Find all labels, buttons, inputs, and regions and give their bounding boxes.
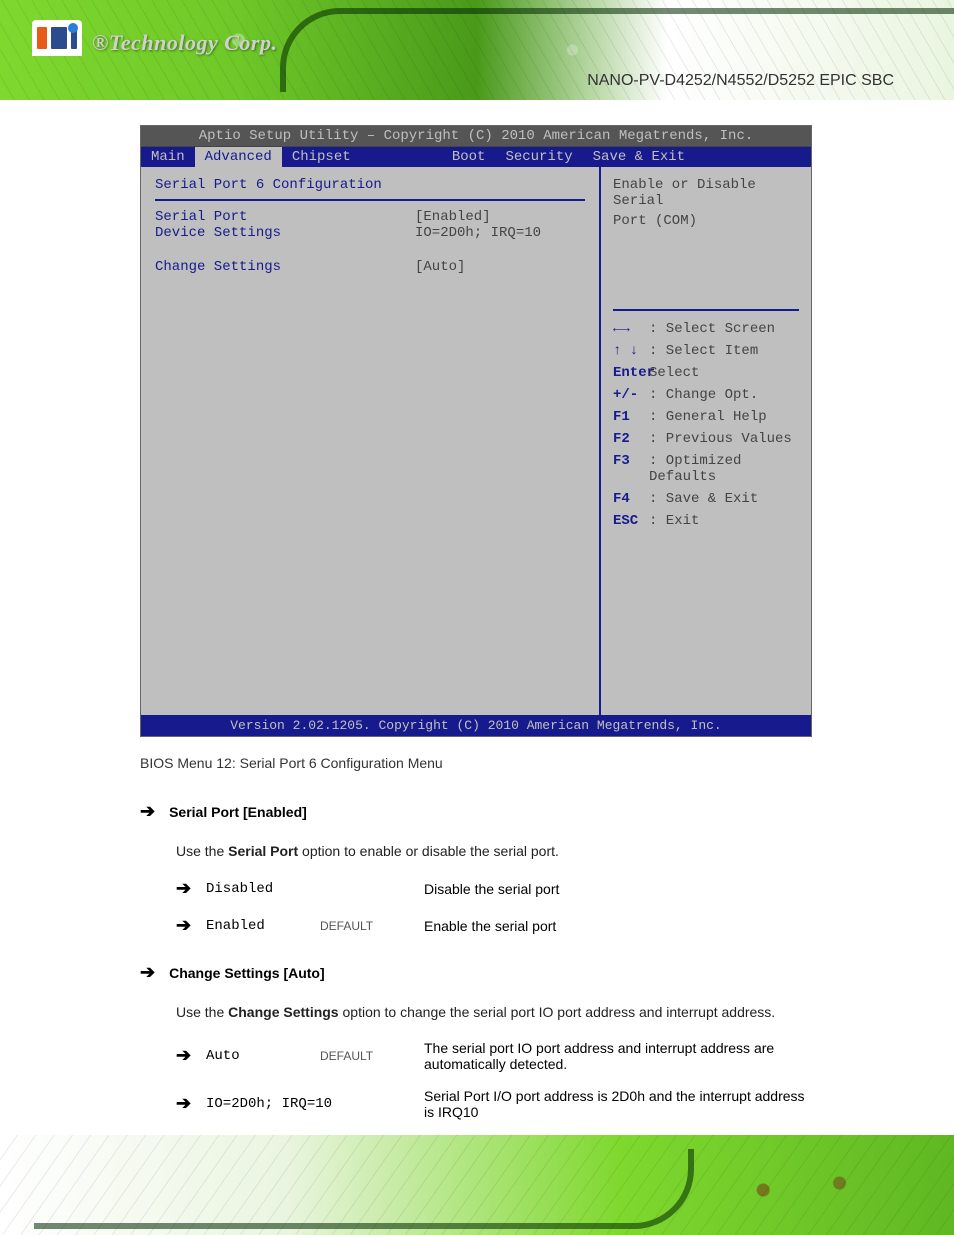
bios-titlebar: Aptio Setup Utility – Copyright (C) 2010… bbox=[141, 126, 811, 147]
opt-val: Disabled bbox=[206, 881, 306, 897]
row-key: Change Settings bbox=[155, 259, 415, 275]
bios-footer: Version 2.02.1205. Copyright (C) 2010 Am… bbox=[141, 715, 811, 736]
tab-boot[interactable]: Boot bbox=[442, 147, 496, 167]
hint-key: F4 bbox=[613, 491, 639, 507]
nav-hint: +/- : Change Opt. bbox=[613, 387, 799, 403]
nav-hint: F3 : Optimized Defaults bbox=[613, 453, 799, 485]
help-line: Enable or Disable Serial bbox=[613, 177, 799, 209]
arrow-icon: ➔ bbox=[176, 1093, 192, 1114]
hint-key: +/- bbox=[613, 387, 639, 403]
option-title: Serial Port [Enabled] bbox=[169, 804, 307, 820]
section-title: Serial Port 6 Configuration bbox=[155, 177, 585, 193]
arrow-icon: ➔ bbox=[176, 915, 192, 936]
row-change-settings[interactable]: Change Settings [Auto] bbox=[155, 259, 585, 275]
opt-def: DEFAULT bbox=[320, 1049, 410, 1063]
nav-hint: Enter Select bbox=[613, 365, 799, 381]
hint-text: : Exit bbox=[649, 513, 799, 529]
option-row: ➔ Disabled Disable the serial port bbox=[176, 878, 812, 899]
desc-prefix: Use the bbox=[176, 1004, 228, 1020]
tab-chipset[interactable]: Chipset bbox=[282, 147, 442, 167]
bios-body: Serial Port 6 Configuration Serial Port … bbox=[141, 167, 811, 715]
nav-hint: F2 : Previous Values bbox=[613, 431, 799, 447]
hint-key: F3 bbox=[613, 453, 639, 485]
option-row: ➔ Enabled DEFAULT Enable the serial port bbox=[176, 915, 812, 936]
hint-key: F2 bbox=[613, 431, 639, 447]
hint-key: F1 bbox=[613, 409, 639, 425]
logo-block: ®Technology Corp. bbox=[32, 20, 277, 56]
nav-hint: ESC : Exit bbox=[613, 513, 799, 529]
hint-text: : Previous Values bbox=[649, 431, 799, 447]
tab-save-exit[interactable]: Save & Exit bbox=[583, 147, 695, 167]
figure-caption: BIOS Menu 12: Serial Port 6 Configuratio… bbox=[140, 755, 812, 771]
help-line: Port (COM) bbox=[613, 213, 799, 229]
row-val: IO=2D0h; IRQ=10 bbox=[415, 225, 541, 241]
hint-text: : Save & Exit bbox=[649, 491, 799, 507]
bios-window: Aptio Setup Utility – Copyright (C) 2010… bbox=[140, 125, 812, 737]
desc-prefix: Use the bbox=[176, 843, 228, 859]
row-blank bbox=[155, 241, 585, 259]
bios-tabs: Main Advanced Chipset Boot Security Save… bbox=[141, 147, 811, 167]
hint-key: Enter bbox=[613, 365, 639, 381]
opt-desc: Enable the serial port bbox=[424, 918, 812, 934]
nav-hint: F4 : Save & Exit bbox=[613, 491, 799, 507]
logo-mark bbox=[32, 20, 82, 56]
nav-hint: ↑ ↓ : Select Item bbox=[613, 343, 799, 359]
opt-val: Enabled bbox=[206, 918, 306, 934]
hint-text: : Optimized Defaults bbox=[649, 453, 799, 485]
bios-right-pane: Enable or Disable Serial Port (COM) ←→ : … bbox=[601, 167, 811, 715]
tab-security[interactable]: Security bbox=[495, 147, 582, 167]
row-val: [Auto] bbox=[415, 259, 465, 275]
arrow-icon: ➔ bbox=[176, 1045, 192, 1066]
option-serialport-head: ➔ Serial Port [Enabled] bbox=[140, 801, 812, 822]
bios-left-pane: Serial Port 6 Configuration Serial Port … bbox=[141, 167, 601, 715]
desc-suffix: option to enable or disable the serial p… bbox=[298, 843, 559, 859]
nav-hints: ←→ : Select Screen ↑ ↓ : Select Item Enter Se… bbox=[613, 321, 799, 529]
option-desc: Use the Serial Port option to enable or … bbox=[176, 840, 812, 862]
option-values: ➔ Auto DEFAULT The serial port IO port a… bbox=[176, 1040, 812, 1120]
hint-text: : Select Screen bbox=[649, 321, 799, 337]
desc-suffix: option to change the serial port IO port… bbox=[339, 1004, 776, 1020]
hint-key: ESC bbox=[613, 513, 639, 529]
footer-banner bbox=[0, 1135, 954, 1235]
desc-bold: Change Settings bbox=[228, 1004, 338, 1020]
opt-desc: Serial Port I/O port address is 2D0h and… bbox=[424, 1088, 812, 1120]
product-label: NANO-PV-D4252/N4552/D5252 EPIC SBC bbox=[587, 72, 894, 90]
row-key: Serial Port bbox=[155, 209, 415, 225]
logo-text: ®Technology Corp. bbox=[92, 30, 277, 56]
option-row: ➔ Auto DEFAULT The serial port IO port a… bbox=[176, 1040, 812, 1072]
opt-desc: The serial port IO port address and inte… bbox=[424, 1040, 812, 1072]
row-key: Device Settings bbox=[155, 225, 415, 241]
arrow-icon: ➔ bbox=[140, 962, 155, 983]
tab-advanced[interactable]: Advanced bbox=[195, 147, 282, 167]
help-divider bbox=[613, 309, 799, 311]
tab-main[interactable]: Main bbox=[141, 147, 195, 167]
arrow-icon: ➔ bbox=[140, 801, 155, 822]
row-val: [Enabled] bbox=[415, 209, 491, 225]
hint-text: : General Help bbox=[649, 409, 799, 425]
footer-swoosh bbox=[34, 1149, 694, 1229]
hint-text: Select bbox=[649, 365, 799, 381]
hint-key: ↑ ↓ bbox=[613, 343, 639, 359]
option-row: ➔ IO=2D0h; IRQ=10 Serial Port I/O port a… bbox=[176, 1088, 812, 1120]
option-title: Change Settings [Auto] bbox=[169, 965, 325, 981]
opt-desc: Disable the serial port bbox=[424, 881, 812, 897]
hint-key: ←→ bbox=[613, 321, 639, 337]
row-serial-port[interactable]: Serial Port [Enabled] bbox=[155, 209, 585, 225]
opt-def: DEFAULT bbox=[320, 919, 410, 933]
section-divider bbox=[155, 199, 585, 201]
row-device-settings: Device Settings IO=2D0h; IRQ=10 bbox=[155, 225, 585, 241]
opt-val: IO=2D0h; IRQ=10 bbox=[206, 1096, 346, 1112]
nav-hint: ←→ : Select Screen bbox=[613, 321, 799, 337]
option-values: ➔ Disabled Disable the serial port ➔ Ena… bbox=[176, 878, 812, 936]
nav-hint: F1 : General Help bbox=[613, 409, 799, 425]
option-changesettings-head: ➔ Change Settings [Auto] bbox=[140, 962, 812, 983]
hint-text: : Change Opt. bbox=[649, 387, 799, 403]
opt-val: Auto bbox=[206, 1048, 306, 1064]
arrow-icon: ➔ bbox=[176, 878, 192, 899]
hint-text: : Select Item bbox=[649, 343, 799, 359]
page-content: Aptio Setup Utility – Copyright (C) 2010… bbox=[140, 125, 812, 1136]
desc-bold: Serial Port bbox=[228, 843, 298, 859]
option-desc: Use the Change Settings option to change… bbox=[176, 1001, 812, 1023]
